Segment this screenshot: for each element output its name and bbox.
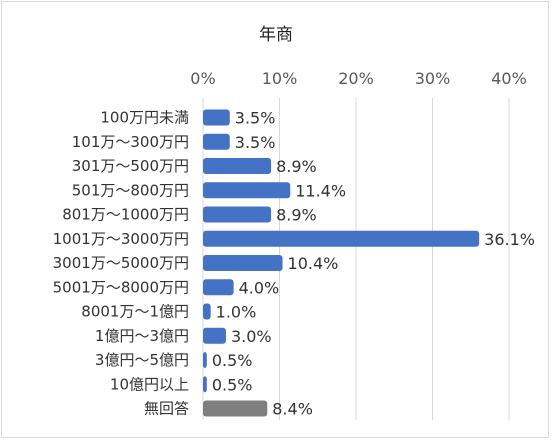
bar: [203, 400, 268, 417]
data-label: 3.0%: [231, 327, 272, 346]
bar: [203, 327, 226, 344]
bar: [203, 206, 272, 223]
bar: [203, 352, 207, 368]
data-label: 0.5%: [212, 351, 253, 370]
category-label: 1億円～3億円: [95, 327, 189, 345]
category-label: 1001万～3000万円: [53, 230, 189, 248]
data-label: 1.0%: [216, 303, 257, 322]
category-label: 10億円以上: [110, 375, 189, 393]
bar: [203, 182, 291, 199]
category-label: 5001万～8000万円: [53, 278, 189, 296]
bar: [203, 303, 211, 320]
data-label: 3.5%: [235, 109, 276, 128]
data-label: 8.9%: [276, 157, 317, 176]
category-label: 101万～300万円: [72, 133, 189, 151]
category-label: 801万～1000万円: [62, 206, 189, 224]
x-tick-label: 20%: [338, 69, 374, 88]
bar: [203, 230, 480, 247]
category-label: 100万円未満: [100, 109, 189, 127]
category-label: 3億円～5億円: [95, 351, 189, 369]
data-label: 10.4%: [288, 254, 339, 273]
data-label: 8.4%: [272, 400, 313, 419]
bar: [203, 255, 283, 271]
bar: [203, 133, 230, 150]
data-label: 36.1%: [484, 230, 535, 249]
data-label: 3.5%: [235, 133, 276, 152]
bar: [203, 109, 230, 126]
x-tick-label: 30%: [415, 69, 451, 88]
bar: [203, 279, 234, 296]
category-label: 無回答: [144, 400, 189, 418]
category-label: 501万～800万円: [72, 181, 189, 199]
x-tick-label: 0%: [190, 69, 215, 88]
data-label: 4.0%: [239, 278, 280, 297]
category-label: 8001万～1億円: [81, 303, 189, 321]
category-label: 3001万～5000万円: [53, 254, 189, 272]
category-label: 301万～500万円: [72, 157, 189, 175]
x-tick-label: 10%: [262, 69, 298, 88]
bar: [203, 158, 272, 174]
data-label: 0.5%: [212, 375, 253, 394]
data-label: 11.4%: [295, 181, 346, 200]
bar: [203, 376, 207, 393]
chart-title: 年商: [259, 25, 293, 45]
data-label: 8.9%: [276, 206, 317, 225]
x-tick-label: 40%: [491, 69, 527, 88]
